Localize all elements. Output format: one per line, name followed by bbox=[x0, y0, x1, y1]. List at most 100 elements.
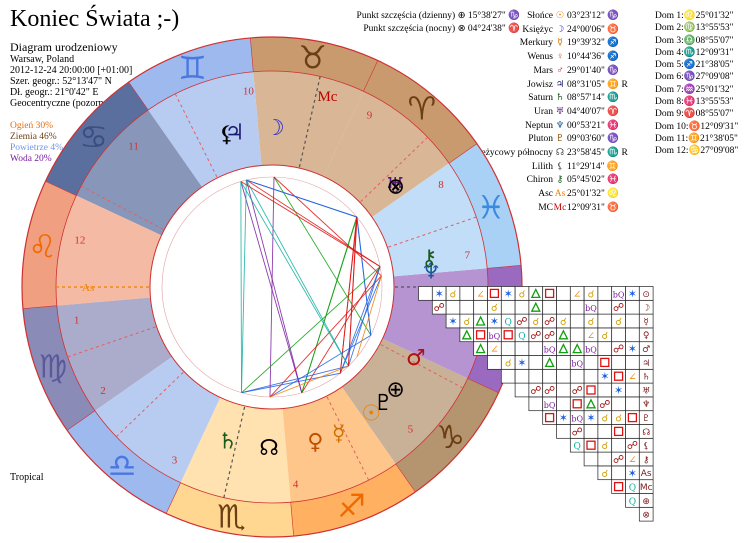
planet-icon: ☿ bbox=[332, 421, 346, 446]
house-number: 4 bbox=[293, 479, 299, 491]
planet-name: Saturn bbox=[528, 93, 553, 104]
aspect-cell bbox=[556, 368, 571, 384]
house-cusp bbox=[298, 76, 321, 169]
planet-position: 04°40'07" ♈ bbox=[567, 106, 620, 117]
house-row: Dom 6:♑27°09'08" bbox=[655, 71, 738, 83]
opposition-icon: ☍ bbox=[530, 329, 541, 342]
aspect-cell bbox=[597, 382, 613, 398]
sign-divider bbox=[128, 81, 149, 111]
aspect-line bbox=[245, 179, 303, 394]
house-cusp bbox=[379, 343, 464, 389]
planet-icon: ♄ bbox=[218, 430, 238, 455]
planet-name: Księżyc bbox=[522, 24, 553, 35]
sign-divider bbox=[363, 60, 379, 92]
opposition-icon: ☍ bbox=[544, 329, 555, 342]
conjunction-icon: ☌ bbox=[560, 317, 567, 328]
aspect-cell bbox=[611, 327, 626, 343]
planet-row: Lilith ⚸ 11°29'14" ♊ bbox=[405, 161, 628, 175]
planet-icon: ⚸ bbox=[219, 123, 235, 148]
opposition-icon: ☍ bbox=[627, 439, 638, 452]
trine-icon bbox=[585, 398, 597, 409]
aspect-cell bbox=[597, 313, 613, 329]
fortune-day-glyph: ⊕ bbox=[457, 11, 466, 21]
sextile-icon: ✶ bbox=[628, 287, 637, 300]
calc-mode: Geocentryczne (pozorne) bbox=[10, 98, 112, 109]
zodiac-sign-icon: ♊ bbox=[178, 49, 207, 87]
aspect-line bbox=[356, 275, 382, 357]
sign-divider bbox=[22, 305, 57, 309]
aspect-cell bbox=[500, 368, 516, 384]
aspect-cell bbox=[597, 286, 613, 301]
quincunx-icon: Q bbox=[518, 332, 525, 342]
house-label: Dom 8: bbox=[655, 97, 684, 108]
planet-icon: ♆ bbox=[421, 260, 441, 285]
planet-row: Księżyc ☽ 24°00'06" ♉ bbox=[405, 24, 628, 38]
grid-body-icon: ♆ bbox=[642, 400, 650, 410]
latitude: Szer. geogr.: 52°13'47" N bbox=[10, 76, 112, 87]
aspect-cell bbox=[625, 313, 640, 329]
house-number: 7 bbox=[465, 249, 471, 261]
house-degree: 08°55'07" bbox=[695, 35, 734, 46]
place: Warsaw, Poland bbox=[10, 54, 75, 65]
sextile-icon: ✶ bbox=[435, 287, 444, 300]
datetime: 2012-12-24 20:00:00 [+01:00] bbox=[10, 65, 133, 76]
opposition-icon: ☍ bbox=[544, 384, 555, 397]
house-sign-icon: ♍ bbox=[683, 23, 696, 34]
house-row: Dom 12:♋27°09'08" bbox=[655, 145, 738, 157]
zodiac-sign-icon: ♐ bbox=[337, 487, 366, 525]
aspect-cell bbox=[597, 424, 613, 439]
asc-label: As bbox=[82, 282, 94, 294]
house-row: Dom 2:♍13°55'53" bbox=[655, 22, 738, 34]
semisquare-icon: ∠ bbox=[587, 331, 595, 342]
planet-name: Mars bbox=[533, 65, 553, 76]
house-table: Dom 1:♌25°01'32" Dom 2:♍13°55'53" Dom 3:♎0… bbox=[655, 10, 738, 158]
aspect-cell bbox=[611, 368, 626, 384]
aspect-cell bbox=[625, 355, 640, 370]
house-cusp bbox=[387, 216, 477, 248]
sextile-icon: ✶ bbox=[600, 370, 609, 383]
planet-icon: ☊ bbox=[259, 436, 279, 461]
opposition-icon: ☍ bbox=[572, 384, 583, 397]
planet-glyph-icon: ♆ bbox=[555, 120, 565, 131]
grid-body-icon: Mc bbox=[640, 483, 653, 493]
aspect-cell bbox=[528, 341, 544, 356]
aspect-line bbox=[348, 266, 381, 367]
trine-icon bbox=[475, 343, 486, 354]
planet-row: Saturn ♄ 08°57'14" ♏ bbox=[405, 92, 628, 106]
house-label: Dom 6: bbox=[655, 72, 684, 83]
element-balance: Ogień 30% Ziemia 46% Powietrze 4% Woda 2… bbox=[10, 121, 63, 165]
planet-name: Chiron bbox=[526, 175, 553, 186]
fortune-day-label: Punkt szczęścia (dzienny) bbox=[356, 11, 456, 21]
grid-body-icon: ⊗ bbox=[642, 511, 650, 521]
sign-divider bbox=[165, 482, 181, 514]
aspect-line bbox=[246, 179, 358, 218]
fortune-night-glyph: ⊗ bbox=[457, 24, 466, 34]
quincunx-icon: Q bbox=[629, 484, 636, 494]
aspect-cell bbox=[556, 424, 571, 439]
aspect-cell bbox=[583, 451, 599, 467]
conjunction-icon: ☌ bbox=[450, 289, 457, 300]
house-sign-icon: ♊ bbox=[688, 133, 701, 144]
planet-icon: ☽ bbox=[265, 116, 285, 141]
planet-position: 09°03'60" ♑ bbox=[567, 134, 620, 145]
house-number: 2 bbox=[100, 385, 106, 397]
sign-divider bbox=[467, 378, 499, 394]
house-number: 11 bbox=[128, 140, 139, 152]
planet-row: MCMc12°09'31" ♉ bbox=[405, 202, 628, 216]
planet-row: Węzeł księżycowy północny ☊ 23°58'45" ♏ R bbox=[405, 147, 628, 161]
chart-subtitle: Diagram urodzeniowy bbox=[10, 40, 118, 54]
planet-row: Wenus ♀ 10°44'36" ♐ bbox=[405, 51, 628, 65]
planet-name: Uran bbox=[534, 106, 553, 117]
zodiac-type: Tropical bbox=[10, 472, 44, 483]
planet-icon: ♃ bbox=[225, 120, 245, 145]
sextile-icon: ✶ bbox=[448, 315, 457, 328]
house-row: Dom 3:♎08°55'07" bbox=[655, 35, 738, 47]
aspect-line bbox=[273, 176, 382, 277]
quincunx-icon: Q bbox=[505, 318, 512, 328]
zodiac-sign-icon: ♉ bbox=[298, 39, 327, 77]
sextile-icon: ✶ bbox=[614, 384, 623, 397]
opposition-icon: ☍ bbox=[434, 301, 445, 314]
aspect-line bbox=[240, 181, 349, 367]
square-icon bbox=[475, 330, 486, 340]
aspect-cell bbox=[583, 368, 599, 384]
